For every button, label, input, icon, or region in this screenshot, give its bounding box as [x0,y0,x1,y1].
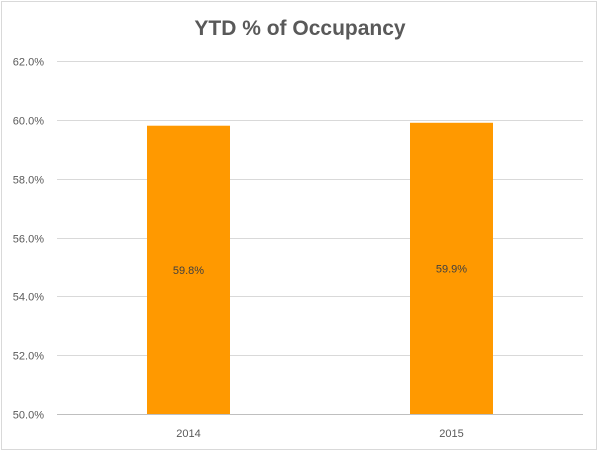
y-tick-label: 62.0% [13,57,44,69]
chart-title: YTD % of Occupancy [194,17,406,40]
x-tick-label: 2014 [176,428,200,440]
y-tick-label: 50.0% [13,410,44,422]
y-tick-label: 52.0% [13,351,44,363]
y-tick-labels: 50.0% 52.0% 54.0% 56.0% 58.0% 60.0% 62.0% [13,57,44,422]
bars [147,122,493,415]
data-label: 59.9% [436,263,467,275]
gridlines [57,61,583,415]
data-labels: 59.8% 59.9% [173,263,467,276]
x-tick-labels: 2014 2015 [176,428,463,440]
y-tick-label: 58.0% [13,175,44,187]
bar [147,125,230,414]
y-tick-label: 56.0% [13,234,44,246]
bar [410,122,493,415]
x-tick-label: 2015 [439,428,463,440]
data-label: 59.8% [173,265,204,277]
y-tick-label: 60.0% [13,116,44,128]
y-tick-label: 54.0% [13,292,44,304]
